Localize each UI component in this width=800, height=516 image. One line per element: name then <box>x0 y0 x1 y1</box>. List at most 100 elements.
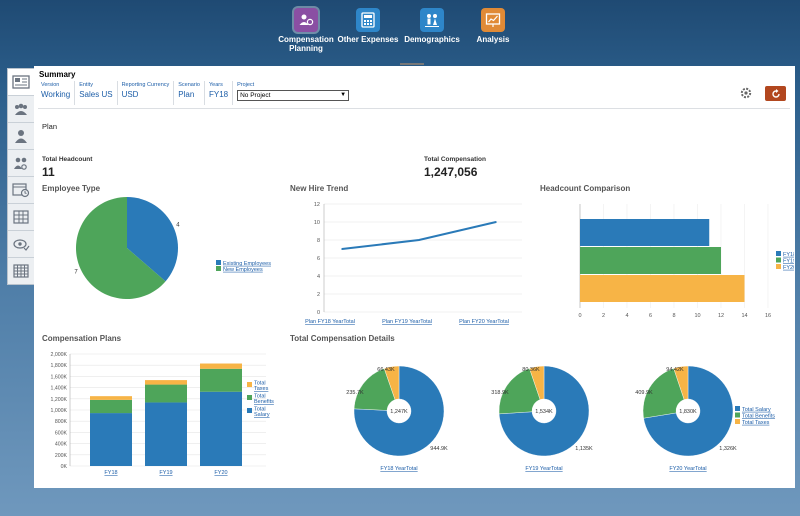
donut-slice <box>642 368 685 419</box>
data-label: 80.36K <box>522 367 540 373</box>
new-hire-trend-title: New Hire Trend <box>290 184 349 193</box>
total-headcount-label: Total Headcount <box>42 156 93 163</box>
x-tick-label: Plan FY19 YearTotal <box>382 319 432 325</box>
x-tick-label: 2 <box>602 313 605 319</box>
nav-label-line2: Planning <box>289 44 323 53</box>
pov-currency[interactable]: Reporting Currency USD <box>116 81 174 105</box>
project-select-value: No Project <box>240 92 271 99</box>
y-tick-label: 8 <box>317 238 320 244</box>
gear-icon[interactable] <box>739 86 753 100</box>
eye-check-icon <box>13 239 30 251</box>
x-tick-label: FY18 <box>104 470 117 476</box>
panel-resize-handle[interactable] <box>400 63 424 65</box>
total-compensation-label: Total Compensation <box>424 156 486 163</box>
y-tick-label: 400K <box>55 442 68 448</box>
pov-label: Version <box>41 82 60 88</box>
rail-people-tab[interactable] <box>8 96 34 123</box>
nav-demographics[interactable]: Demographics <box>393 8 471 44</box>
rail-summary-tab[interactable] <box>8 69 34 96</box>
legend-swatch <box>216 260 221 265</box>
rail-calendar-tab[interactable] <box>8 177 34 204</box>
x-tick-label: 12 <box>718 313 724 319</box>
nav-label: Compensation <box>278 35 334 44</box>
x-tick-label: 14 <box>741 313 747 319</box>
headcount-comparison-title: Headcount Comparison <box>540 184 631 193</box>
calculator-icon <box>356 8 380 32</box>
rail-employee-tab[interactable] <box>8 123 34 150</box>
x-tick-label: 10 <box>694 313 700 319</box>
donut-slice <box>673 365 689 400</box>
project-select[interactable]: No Project ▼ <box>237 90 350 101</box>
y-tick-label: 2,000K <box>51 352 68 358</box>
people-money-icon <box>294 8 318 32</box>
pov-entity[interactable]: Entity Sales US <box>74 81 116 105</box>
donut-slice <box>498 368 541 415</box>
data-point <box>418 239 420 241</box>
legend-label: Taxes <box>254 386 269 392</box>
data-label: 944.9K <box>430 446 448 452</box>
legend-label: Total <box>254 407 266 413</box>
compensation-plans-chart: 0K 200K 400K 600K 800K 1,000K 1,200K 1,400K 1,60… <box>51 352 275 476</box>
donut-slice <box>353 365 445 457</box>
pov-years[interactable]: Years FY18 <box>203 81 232 105</box>
data-label: 235.7K <box>346 390 364 396</box>
x-tick-label: 4 <box>625 313 628 319</box>
y-tick-label: 200K <box>55 453 68 459</box>
legend-label: FY19-Plan <box>783 258 794 264</box>
bar-segment <box>200 391 242 466</box>
person-icon <box>15 130 27 143</box>
pie-slice <box>76 197 166 299</box>
y-tick-label: 2 <box>317 292 320 298</box>
nav-compensation-planning[interactable]: Compensation Planning <box>267 8 345 53</box>
nav-other-expenses[interactable]: Other Expenses <box>329 8 407 44</box>
y-tick-label: 6 <box>317 256 320 262</box>
rail-org-tab[interactable] <box>8 150 34 177</box>
y-tick-label: 800K <box>55 419 68 425</box>
bar <box>580 247 721 274</box>
rail-table-tab[interactable] <box>8 204 34 231</box>
data-label: 1,135K <box>575 446 593 452</box>
legend-label: Benefits <box>254 399 274 405</box>
data-point <box>495 221 497 223</box>
donut-center-label: 1,534K <box>535 409 553 415</box>
employee-type-title: Employee Type <box>42 184 101 193</box>
total-compensation-details-title: Total Compensation Details <box>290 334 395 343</box>
y-tick-label: 600K <box>55 430 68 436</box>
donut-slice <box>498 365 590 457</box>
donut-slice <box>383 365 400 400</box>
nav-label: Other Expenses <box>337 35 399 44</box>
legend-swatch <box>735 412 740 418</box>
demographics-icon <box>420 8 444 32</box>
legend-swatch <box>776 251 781 256</box>
y-tick-label: 12 <box>314 202 320 208</box>
data-label: 66.43K <box>377 367 395 373</box>
dashboard-card-icon <box>12 75 30 89</box>
pov-label: Years <box>208 82 223 88</box>
table-icon <box>13 210 29 224</box>
refresh-button[interactable] <box>765 86 786 101</box>
y-tick-label: 0K <box>61 464 68 470</box>
pie-slice <box>127 197 179 282</box>
nav-label: Analysis <box>476 35 510 44</box>
compensation-plans-title: Compensation Plans <box>42 334 122 343</box>
y-tick-label: 0 <box>317 310 320 316</box>
x-tick-label: 6 <box>649 313 652 319</box>
people-binoculars-icon <box>14 157 27 170</box>
y-tick-label: 1,800K <box>51 363 68 369</box>
pov-version[interactable]: Version Working <box>39 81 74 105</box>
donut-slice <box>529 365 545 400</box>
legend-swatch <box>247 408 252 413</box>
bar-segment <box>145 384 187 403</box>
pov-scenario[interactable]: Scenario Plan <box>173 81 204 105</box>
bar-segment <box>145 402 187 466</box>
y-tick-label: 1,200K <box>51 397 68 403</box>
legend-label: Total Salary <box>742 407 771 413</box>
data-label: 409.9K <box>635 390 653 396</box>
rail-grid-tab[interactable] <box>8 258 34 284</box>
pov-value: Working <box>41 90 71 99</box>
chart-board-icon <box>481 8 505 32</box>
rail-review-tab[interactable] <box>8 231 34 258</box>
nav-analysis[interactable]: Analysis <box>454 8 532 44</box>
